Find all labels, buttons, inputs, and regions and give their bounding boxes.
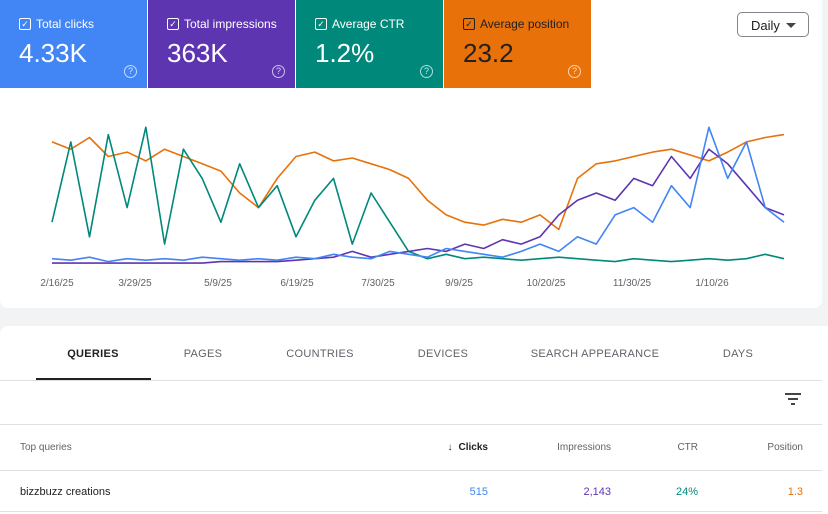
performance-panel: ✓ Total clicks 4.33K ? ✓ Total impressions… <box>0 0 822 308</box>
x-tick-label: 5/9/25 <box>204 278 232 289</box>
series-line-average-position <box>51 133 785 231</box>
performance-chart <box>51 126 785 264</box>
column-header-impressions[interactable]: Impressions <box>557 442 611 453</box>
metric-label: Average position <box>480 17 570 31</box>
metric-value: 1.2% <box>315 38 375 68</box>
checkbox-checked-icon[interactable]: ✓ <box>19 18 31 30</box>
checkbox-checked-icon[interactable]: ✓ <box>167 18 179 30</box>
x-tick-label: 1/10/26 <box>695 278 729 289</box>
filter-icon[interactable] <box>785 393 801 405</box>
help-icon[interactable]: ? <box>124 65 137 78</box>
checkbox-checked-icon[interactable]: ✓ <box>315 18 327 30</box>
x-tick-label: 11/30/25 <box>612 278 652 289</box>
x-tick-label: 10/20/25 <box>526 278 566 289</box>
help-icon[interactable]: ? <box>272 65 285 78</box>
position-cell: 1.3 <box>787 486 803 498</box>
metric-card-total-impressions[interactable]: ✓ Total impressions 363K ? <box>148 0 295 88</box>
metric-value: 4.33K <box>19 38 87 68</box>
sort-arrow-down-icon: ↓ <box>447 442 453 453</box>
caret-down-icon <box>786 23 796 28</box>
column-header-label: Clicks <box>458 442 488 453</box>
active-tab-indicator <box>36 378 151 380</box>
series-line-total-impressions <box>52 148 785 264</box>
metric-card-average-position[interactable]: ✓ Average position 23.2 ? <box>444 0 591 88</box>
column-header-position[interactable]: Position <box>767 442 803 453</box>
divider <box>0 380 822 381</box>
metric-label: Total impressions <box>184 17 277 31</box>
metric-value: 23.2 <box>463 38 514 68</box>
tab-devices[interactable]: DEVICES <box>417 348 469 360</box>
series-line-average-ctr <box>51 126 785 263</box>
checkbox-checked-icon[interactable]: ✓ <box>463 18 475 30</box>
metric-label: Average CTR <box>332 17 405 31</box>
series-line-total-clicks <box>51 126 785 263</box>
x-tick-label: 6/19/25 <box>280 278 314 289</box>
query-cell: bizzbuzz creations <box>20 486 111 498</box>
help-icon[interactable]: ? <box>568 65 581 78</box>
column-header-ctr[interactable]: CTR <box>677 442 698 453</box>
granularity-value: Daily <box>751 18 780 33</box>
help-icon[interactable]: ? <box>420 65 433 78</box>
x-tick-label: 9/9/25 <box>445 278 473 289</box>
x-tick-label: 7/30/25 <box>361 278 395 289</box>
divider <box>0 424 822 425</box>
tab-search-appearance[interactable]: SEARCH APPEARANCE <box>530 348 660 360</box>
divider <box>0 511 822 512</box>
clicks-cell: 515 <box>469 486 488 498</box>
column-header-clicks[interactable]: ↓ Clicks <box>448 442 488 453</box>
tab-pages[interactable]: PAGES <box>183 348 223 360</box>
tab-countries[interactable]: COUNTRIES <box>286 348 354 360</box>
table-panel: QUERIES PAGES COUNTRIES DEVICES SEARCH A… <box>0 326 828 514</box>
metric-value: 363K <box>167 38 228 68</box>
granularity-dropdown[interactable]: Daily <box>737 12 809 37</box>
impressions-cell: 2,143 <box>583 486 611 498</box>
x-tick-label: 2/16/25 <box>40 278 74 289</box>
x-tick-label: 3/29/25 <box>118 278 152 289</box>
tab-days[interactable]: DAYS <box>722 348 754 360</box>
metric-card-total-clicks[interactable]: ✓ Total clicks 4.33K ? <box>0 0 147 88</box>
metric-label: Total clicks <box>36 17 95 31</box>
ctr-cell: 24% <box>675 486 698 498</box>
tab-queries[interactable]: QUERIES <box>67 348 119 360</box>
column-header-query: Top queries <box>20 442 72 453</box>
metric-card-average-ctr[interactable]: ✓ Average CTR 1.2% ? <box>296 0 443 88</box>
divider <box>0 470 822 471</box>
